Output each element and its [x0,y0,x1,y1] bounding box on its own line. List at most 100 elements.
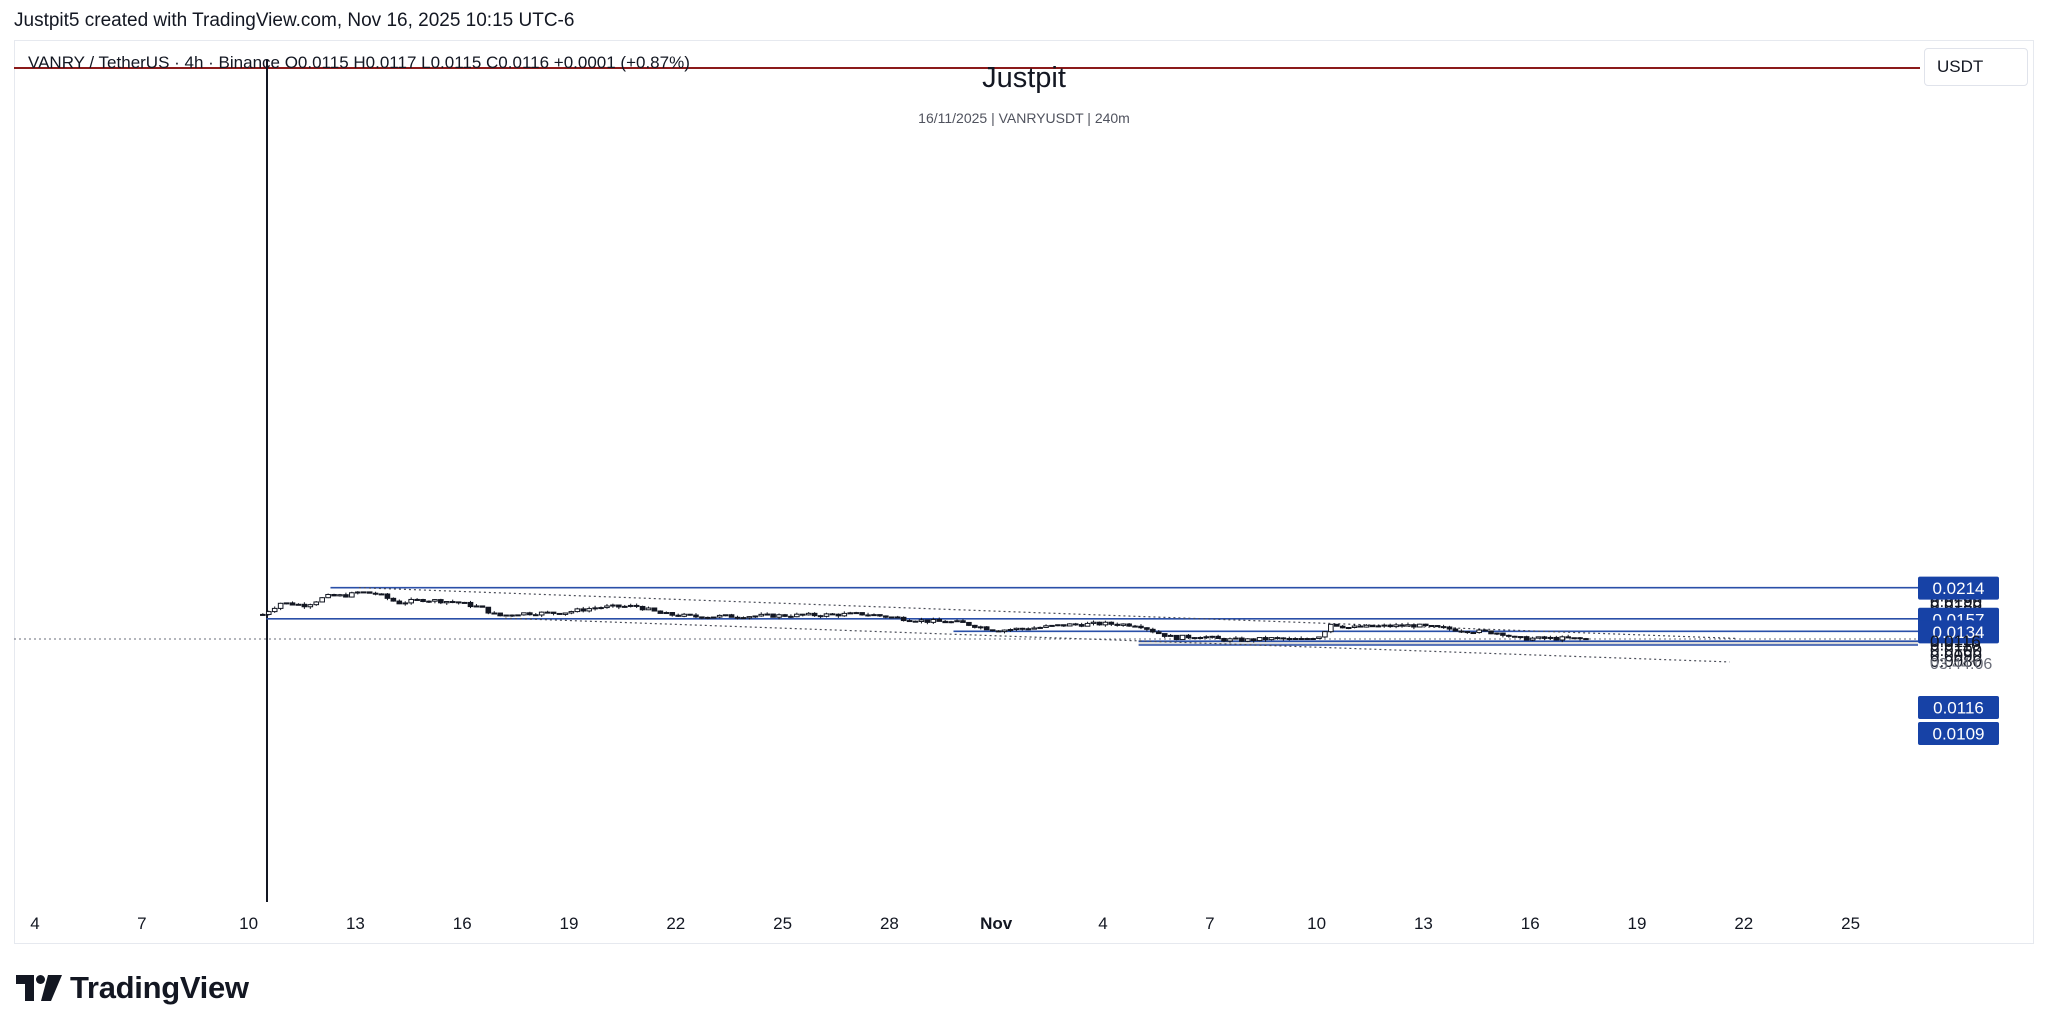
candle-body [1357,625,1364,628]
candle-body [782,614,788,617]
candle-body [1565,636,1571,639]
candle-body [936,618,943,622]
candle-body [271,607,278,613]
candle-body [1494,632,1500,635]
x-tick-label: 4 [1098,914,1107,933]
candle-body [443,601,450,604]
candle-body [556,612,563,615]
candle-body [1476,629,1482,634]
x-tick-label: 7 [137,914,146,933]
candle-body [521,612,527,616]
candle-body [1422,623,1429,627]
candle-body [1090,621,1097,624]
candle-body [1452,628,1459,632]
candle-body [645,607,652,611]
tradingview-logo-icon [16,975,62,1001]
candle-body [1517,636,1524,639]
y-tick-label: 0.0090 [1930,646,1982,665]
candle-body [942,620,948,624]
candle-body [799,613,806,616]
price-label-text: 0.0214 [1933,579,1985,598]
candle-body [1049,624,1055,627]
candle-body [260,613,266,616]
candle-body [1488,630,1494,635]
candle-body [1482,629,1488,632]
candle-body [366,591,373,594]
candle-body [770,613,776,618]
candle-body [1381,624,1388,627]
x-tick-label: 10 [239,914,258,933]
candle-body [1351,625,1358,628]
candle-body [1511,635,1518,638]
candle-body [1037,626,1043,629]
candle-body [378,593,385,596]
candle-body [1304,638,1310,641]
candle-body [1428,625,1435,628]
candle-body [1007,629,1014,632]
candle-body [681,613,687,617]
candle-body [1405,624,1411,627]
candle-body [449,601,456,604]
candle-body [550,611,557,614]
x-tick-label: 13 [1414,914,1433,933]
candle-body [1001,629,1008,633]
candle-body [752,615,759,618]
candle-body [983,626,990,631]
candle-body [1333,623,1340,627]
x-tick-label: 25 [1841,914,1860,933]
candle-body [1239,637,1245,642]
price-label-box [1918,576,1999,600]
candle-body [877,614,883,617]
candle-body [432,599,438,602]
candle-body [420,599,426,603]
candle-body [1215,635,1221,639]
candle-body [966,621,972,626]
candle-body [1126,623,1132,627]
candle-body [1559,636,1566,641]
candle-body [1387,624,1393,628]
candle-body [823,613,830,617]
price-label-box [1918,696,1999,719]
candle-body [1227,638,1233,642]
candle-body [319,597,325,603]
candle-body [1262,637,1269,641]
candle-body [1102,621,1109,626]
candle-body [693,614,699,618]
candle-body [1458,630,1465,633]
candle-body [390,597,397,602]
candle-body [829,613,836,616]
candle-body [1055,624,1061,627]
candle-body [639,605,646,611]
candle-body [408,598,414,604]
candle-body [503,614,509,617]
candle-body [1072,623,1079,626]
candle-body [562,612,569,615]
candle-body [515,614,521,617]
candle-body [912,620,919,623]
candle-body [295,603,302,606]
candle-body [989,629,996,632]
currency-button[interactable]: USDT [1924,48,2028,86]
candle-body [699,616,705,619]
candle-body [467,601,474,608]
candle-body [1310,638,1316,641]
candle-body [509,614,515,617]
candle-body [1322,631,1328,638]
candle-body [954,620,960,623]
price-label-text: 0.0116 [1933,699,1984,718]
candle-body [384,593,391,599]
candle-body [1535,636,1542,639]
candle-body [948,621,954,624]
candle-body [616,604,622,608]
x-tick-label: 16 [1521,914,1540,933]
candle-body [1096,621,1103,626]
candle-body [1043,625,1049,628]
x-tick-label: 22 [1734,914,1753,933]
watermark-title: Justpit [982,62,1066,94]
candle-body [883,615,889,618]
candle-body [758,613,765,617]
tradingview-logo[interactable]: TradingView [16,970,249,1006]
candle-body [1132,625,1138,628]
candle-body [918,619,925,623]
